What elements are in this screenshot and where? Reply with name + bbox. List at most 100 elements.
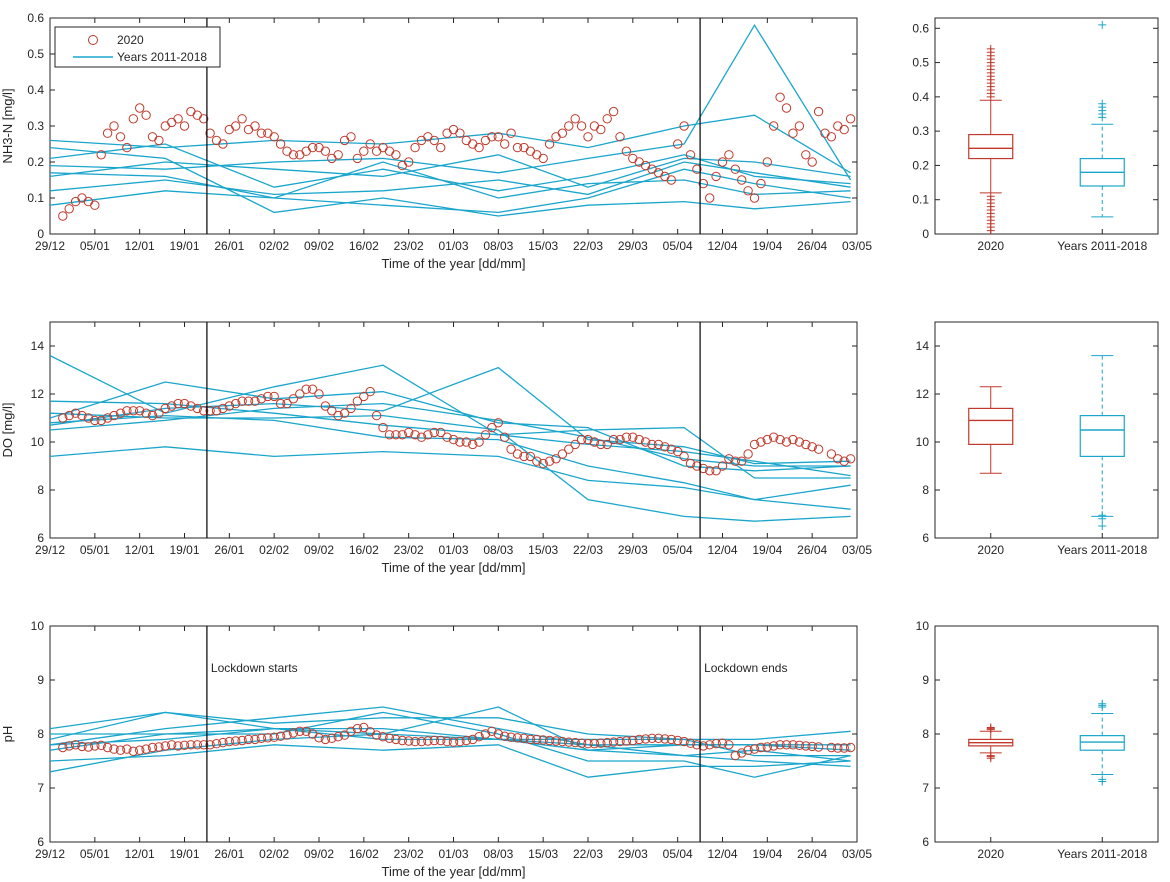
plot-marks [50, 355, 856, 522]
obs-2020-point [608, 737, 619, 747]
obs-2020-point [500, 139, 510, 149]
obs-2020-point [128, 406, 139, 416]
obs-2020-point [346, 132, 356, 142]
obs-2020-point [288, 728, 299, 738]
obs-2020-point [224, 736, 235, 747]
obs-2020-point [769, 121, 779, 131]
obs-2020-point [743, 745, 753, 755]
obs-2020-point [653, 733, 664, 743]
obs-2020-point [391, 734, 401, 745]
obs-2020-point [788, 434, 798, 445]
x-tick-label: 26/04 [797, 543, 827, 557]
obs-2020-point [487, 726, 497, 736]
obs-2020-point [544, 456, 555, 466]
obs-2020-point [788, 128, 798, 138]
obs-2020-point [391, 150, 401, 160]
obs-2020-point [218, 139, 228, 149]
obs-2020-point [384, 733, 395, 743]
obs-2020-point [493, 132, 503, 142]
obs-2020-point [115, 408, 126, 418]
y-tick-label: 10 [31, 619, 45, 633]
obs-2020-point [243, 396, 254, 406]
obs-2020-point [788, 740, 798, 750]
obs-2020-point [154, 742, 164, 752]
obs-2020-point [673, 735, 683, 746]
legend: 2020 Years 2011-2018 [54, 26, 221, 68]
obs-2020-point [737, 748, 747, 758]
obs-2020-point [538, 735, 548, 745]
x-tick-label: 02/02 [259, 239, 289, 253]
obs-2020-point [269, 732, 279, 742]
obs-2020-point [122, 142, 132, 153]
obs-2020-point [608, 434, 619, 445]
hist-series-line [50, 446, 851, 510]
y-tick-label: 8 [37, 483, 44, 497]
obs-2020-point [487, 132, 497, 142]
x-tick-label: 01/03 [438, 543, 468, 557]
obs-2020-point [685, 150, 696, 160]
box-outlier [986, 723, 995, 732]
obs-2020-point [583, 739, 593, 749]
obs-2020-point [397, 430, 407, 440]
obs-2020-point [839, 124, 849, 135]
obs-2020-point [320, 401, 331, 411]
obs-2020-point [775, 434, 785, 445]
obs-2020-point [371, 730, 382, 740]
obs-2020-point [493, 418, 503, 428]
obs-2020-point [711, 739, 721, 749]
x-tick-label: 02/02 [259, 847, 289, 861]
obs-2020-point [519, 733, 529, 743]
obs-2020-point [474, 732, 484, 742]
y-tick-label: 14 [916, 339, 930, 353]
x-tick-label: 19/04 [752, 239, 782, 253]
obs-2020-point [102, 742, 113, 753]
y-tick-label: 10 [916, 619, 930, 633]
x-tick-label: 09/02 [304, 847, 334, 861]
y-axis-label: pH [0, 726, 15, 743]
x-axis-label: Time of the year [dd/mm] [381, 256, 525, 271]
y-tick-label: 0.5 [27, 47, 44, 61]
obs-2020-point [102, 128, 113, 138]
x-tick-label: 22/03 [573, 847, 603, 861]
obs-2020-point [583, 132, 593, 142]
obs-2020-point [436, 735, 446, 746]
y-tick-label: 7 [922, 781, 929, 795]
obs-2020-point [833, 454, 843, 464]
x-tick-label: 12/01 [125, 239, 155, 253]
box-category-label: 2020 [977, 543, 1004, 557]
obs-2020-point [813, 106, 824, 117]
obs-2020-point [256, 128, 267, 138]
obs-2020-point [705, 193, 715, 203]
obs-2020-point [64, 741, 74, 751]
x-tick-label: 09/02 [304, 543, 334, 557]
obs-2020-point [737, 175, 747, 185]
obs-2020-point [564, 444, 574, 454]
obs-2020-point [602, 114, 612, 124]
x-tick-label: 22/03 [573, 543, 603, 557]
hist-series-line [50, 146, 851, 217]
obs-2020-point [679, 451, 689, 462]
obs-2020-point [551, 454, 561, 464]
obs-2020-point [634, 734, 644, 745]
obs-2020-point [576, 121, 587, 131]
obs-2020-point [96, 415, 106, 426]
box-panel-do: 6 8 10 12 14 2020 Years 2011-2018 [916, 321, 1159, 557]
obs-2020-point [275, 731, 286, 741]
obs-2020-point [781, 740, 792, 750]
obs-2020-point [660, 734, 670, 744]
obs-2020-point [282, 730, 292, 740]
obs-2020-point [468, 439, 478, 450]
y-tick-label: 0.1 [27, 191, 44, 205]
box-outlier [1098, 699, 1107, 708]
obs-2020-point [135, 406, 145, 416]
obs-2020-point [416, 736, 427, 747]
x-tick-label: 05/01 [80, 847, 110, 861]
y-tick-label: 0.3 [27, 119, 44, 133]
obs-2020-point [173, 114, 183, 124]
obs-2020-point [141, 744, 151, 754]
box-iqr [968, 133, 1014, 160]
obs-2020-point [621, 736, 632, 746]
y-tick-label: 6 [922, 531, 929, 545]
obs-2020-point [410, 736, 420, 747]
obs-2020-point [404, 427, 414, 438]
